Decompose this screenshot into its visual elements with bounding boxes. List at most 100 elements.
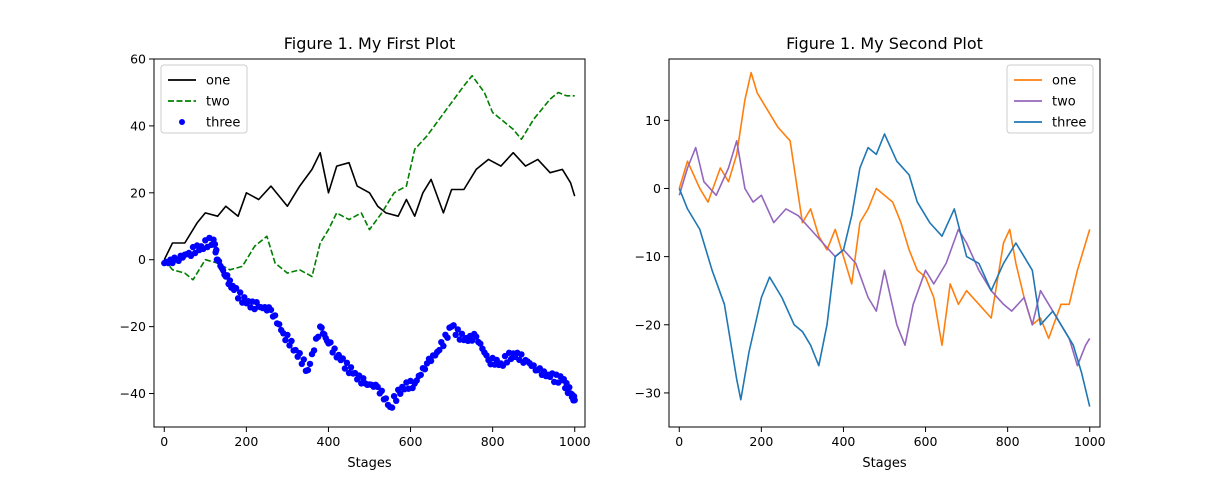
chart-1-series-three-point [566,384,573,391]
chart-2-legend-entry-one-label: one [1052,74,1076,89]
chart-1-xlabel: Stages [347,456,392,471]
chart-1-series-three-point [306,360,314,368]
chart-1-y-tick-label: 0 [138,252,146,267]
chart-1-y-tick-label: −20 [120,319,146,334]
chart-1-series-three-point [315,333,322,340]
chart-1: 0 200 400 600 800 1000 −40 −20 0 20 40 60 Figure 1. … [120,34,591,471]
chart-1-series-three-point [310,347,318,354]
chart-1-legend: one two three [160,64,248,134]
chart-1-series-three-point [378,387,385,394]
chart-1-series-three-point [331,345,338,352]
chart-1-x-tick-label: 400 [317,434,341,449]
chart-2-x-tick-label: 400 [832,434,856,449]
chart-1-series-three-point [284,331,291,339]
chart-1-series-three-point [296,350,303,357]
chart-2-y-tick-label: −20 [635,317,661,332]
chart-2-x-tick-label: 200 [749,434,773,449]
chart-2-legend-box [1006,64,1094,134]
chart-1-series-three-point [382,395,390,402]
chart-1-series-three-point [440,342,447,350]
chart-1-series-three-point [417,371,424,379]
chart-1-series-one [163,151,576,261]
chart-2-xlabel: Stages [862,456,907,471]
chart-1-y-tick-label: −40 [120,386,146,401]
chart-1-series-three-point [360,375,367,382]
chart-2-series-two [678,140,1091,367]
chart-1-series-three-point [347,364,355,371]
chart-1-x-tick-label: 800 [481,434,505,449]
chart-1-series-three-point [237,289,244,296]
chart-1-series-three-point [454,326,461,333]
chart-1-series-three-point [374,383,381,391]
chart-1-series-three-point [213,246,220,254]
chart-1-series-three-point [300,356,307,363]
chart-1-series-three-point [241,294,248,301]
chart-2-y-tick-label: −10 [635,249,661,264]
chart-1-title: Figure 1. My First Plot [284,34,456,53]
chart-1-series-three-point [339,355,346,362]
chart-1-series-three-point [468,337,476,344]
chart-2-title: Figure 1. My Second Plot [786,34,983,53]
chart-2-legend: one two three [1006,64,1094,134]
chart-1-series-three-point [224,272,231,279]
chart-1-legend-entry-one-label: one [206,74,230,89]
chart-2-x-tick-label: 0 [675,434,683,449]
chart-1-series-three-point [571,397,578,404]
chart-2-y-tick-label: 10 [645,113,661,128]
chart-1-series-three-point [271,312,279,319]
chart-1-series-three-point [530,362,537,369]
chart-1-series-three-point [473,333,480,340]
chart-2-y-tick-label: 0 [653,181,661,196]
chart-1-series-three-point [318,324,325,331]
chart-1-legend-entry-three-label: three [206,116,240,131]
chart-1-y-tick-label: 40 [130,118,146,133]
chart-1-axes-frame [153,58,586,428]
chart-1-legend-entry-two-label: two [206,95,230,110]
chart-1-legend-entry-three-marker [179,119,185,125]
chart-2: 0 200 400 600 800 1000 −30 −20 −10 0 10 Figure 1. M… [635,34,1106,471]
chart-1-series-three-point [477,340,484,347]
chart-1-series-three-point [276,321,283,328]
chart-1-x-tick-label: 200 [234,434,258,449]
chart-2-x-tick-label: 800 [996,434,1020,449]
chart-2-series-two-line [678,140,1091,367]
chart-1-series-three-point [427,357,435,365]
chart-1-series-two-line [163,74,575,281]
chart-2-legend-entry-two-label: two [1052,95,1076,110]
chart-2-x-tick-label: 1000 [1074,434,1106,449]
chart-1-series-three-point [450,322,457,329]
chart-1-series-one-line [163,151,576,261]
chart-1-series-three-point [341,365,349,372]
chart-1-series-three-point [343,359,351,366]
chart-1-y-tick-label: 20 [130,185,146,200]
chart-1-series-three-point [397,390,404,397]
chart-1-series-two [163,74,575,281]
chart-2-y-tick-label: −30 [635,385,661,400]
chart-1-y-tick-label: 60 [130,52,146,67]
chart-2-legend-entry-three-label: three [1052,116,1086,131]
chart-1-x-tick-label: 0 [160,434,168,449]
chart-1-series-three-point [421,366,429,373]
chart-1-series-three-point [444,334,451,341]
chart-2-series-three [678,133,1091,407]
chart-1-series-three-point [288,337,295,345]
chart-2-x-tick-label: 600 [914,434,938,449]
chart-1-x-tick-label: 1000 [559,434,591,449]
chart-1-series-three-point [327,339,334,346]
chart-2-axes-frame [668,58,1101,428]
chart-1-series-three-point [452,331,459,339]
chart-1-series-three [161,234,578,411]
chart-1-series-three-point [232,284,240,292]
chart-1-legend-box [160,64,248,134]
chart-1-x-tick-label: 600 [399,434,423,449]
chart-1-series-three-point [458,330,466,337]
chart-1-series-three-point [518,351,525,358]
chart-1-series-three-point [211,241,219,248]
chart-1-series-three-point [267,306,275,314]
chart-1-series-three-point [393,397,400,404]
chart-2-series-three-line [678,133,1091,407]
chart-1-series-three-point [226,277,234,284]
chart-1-series-three-point [493,356,500,364]
chart-1-series-three-point [234,295,242,302]
